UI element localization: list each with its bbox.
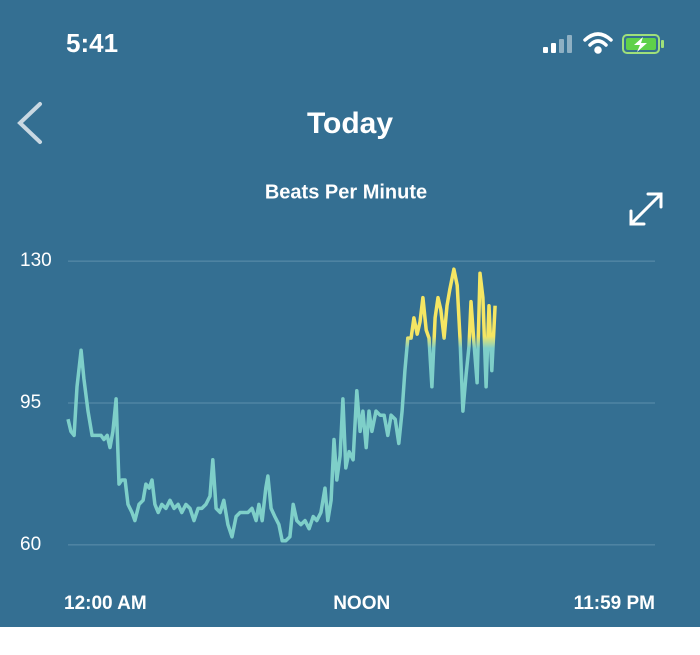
expand-button[interactable]	[629, 192, 663, 226]
wifi-icon	[583, 32, 613, 54]
y-tick-label: 95	[20, 392, 41, 413]
signal-icon	[543, 35, 572, 53]
header-title: Today	[307, 107, 393, 140]
y-tick-label: 130	[20, 250, 52, 271]
back-button[interactable]	[17, 102, 42, 144]
x-tick-label: 12:00 AM	[64, 593, 147, 614]
status-time: 5:41	[66, 28, 118, 58]
background	[0, 0, 700, 627]
battery-icon	[622, 34, 664, 54]
y-tick-label: 60	[20, 534, 41, 555]
x-tick-label: NOON	[333, 593, 390, 614]
heart-rate-line	[66, 267, 497, 543]
x-tick-label: 11:59 PM	[574, 593, 655, 614]
chart-title: Beats Per Minute	[265, 181, 427, 203]
